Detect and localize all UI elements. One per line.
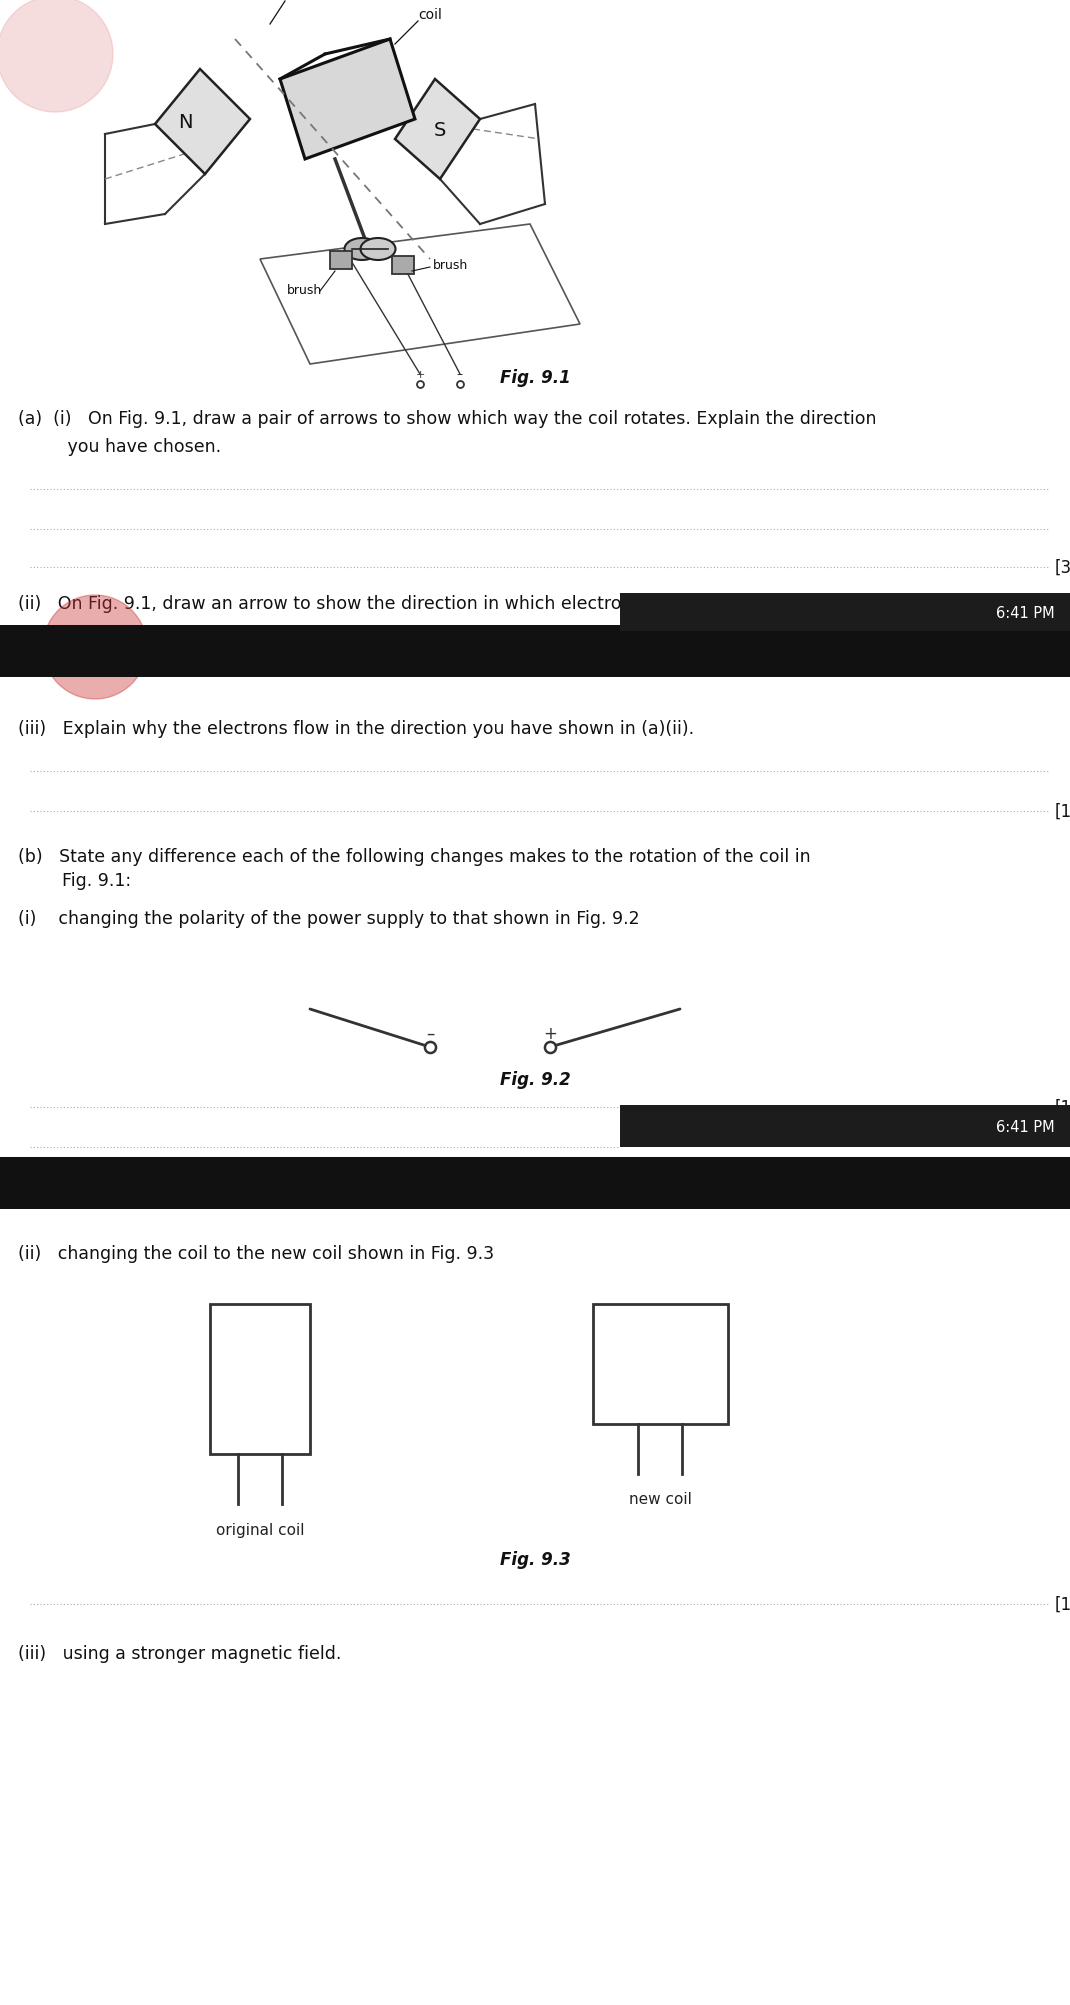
Bar xyxy=(392,257,414,275)
Bar xyxy=(210,1305,310,1454)
Ellipse shape xyxy=(345,239,380,261)
Circle shape xyxy=(0,0,113,112)
Text: [1]: [1] xyxy=(1055,624,1070,642)
Text: (a)  (i)   On Fig. 9.1, draw a pair of arrows to show which way the coil rotates: (a) (i) On Fig. 9.1, draw a pair of arro… xyxy=(18,409,876,427)
Bar xyxy=(620,593,1070,632)
Text: +: + xyxy=(544,1025,557,1043)
Bar xyxy=(330,253,352,271)
Text: (i)    changing the polarity of the power supply to that shown in Fig. 9.2: (i) changing the polarity of the power s… xyxy=(18,910,640,928)
Text: (b)   State any difference each of the following changes makes to the rotation o: (b) State any difference each of the fol… xyxy=(18,848,811,866)
Polygon shape xyxy=(395,80,480,180)
Bar xyxy=(0,1157,1070,1209)
Text: [1]: [1] xyxy=(1055,802,1070,820)
Text: N: N xyxy=(178,112,193,132)
Circle shape xyxy=(43,595,147,700)
Text: brush: brush xyxy=(288,283,323,297)
Text: Fig. 9.3: Fig. 9.3 xyxy=(500,1550,570,1568)
Text: Fig. 9.1: Fig. 9.1 xyxy=(500,369,570,387)
Text: –: – xyxy=(426,1025,434,1043)
Text: new coil: new coil xyxy=(628,1492,691,1506)
Text: (iii)   Explain why the electrons flow in the direction you have shown in (a)(ii: (iii) Explain why the electrons flow in … xyxy=(18,720,694,738)
Text: (ii)   changing the coil to the new coil shown in Fig. 9.3: (ii) changing the coil to the new coil s… xyxy=(18,1245,494,1263)
Text: S: S xyxy=(433,120,446,140)
Text: 6:41 PM: 6:41 PM xyxy=(996,606,1055,620)
Text: (iii)   using a stronger magnetic field.: (iii) using a stronger magnetic field. xyxy=(18,1644,341,1662)
Text: (ii)   On Fig. 9.1, draw an arrow to show the direction in which electrons flow : (ii) On Fig. 9.1, draw an arrow to show … xyxy=(18,595,791,614)
Text: +: + xyxy=(415,369,425,379)
Polygon shape xyxy=(155,70,250,174)
Bar xyxy=(0,626,1070,678)
Bar xyxy=(620,1105,1070,1147)
Text: 6:41 PM: 6:41 PM xyxy=(996,1119,1055,1135)
Text: you have chosen.: you have chosen. xyxy=(18,437,221,455)
Text: Fig. 9.1:: Fig. 9.1: xyxy=(18,872,132,890)
Text: [1]: [1] xyxy=(1055,1099,1070,1117)
Text: [3]: [3] xyxy=(1055,559,1070,577)
Polygon shape xyxy=(280,40,415,160)
Text: –: – xyxy=(457,369,463,381)
Text: Fig. 9.2: Fig. 9.2 xyxy=(500,1071,570,1089)
Ellipse shape xyxy=(361,239,396,261)
Bar xyxy=(593,1305,728,1424)
Text: coil: coil xyxy=(418,8,442,22)
Text: brush: brush xyxy=(432,259,468,271)
Text: original coil: original coil xyxy=(216,1522,304,1536)
Text: [1]: [1] xyxy=(1055,1596,1070,1614)
